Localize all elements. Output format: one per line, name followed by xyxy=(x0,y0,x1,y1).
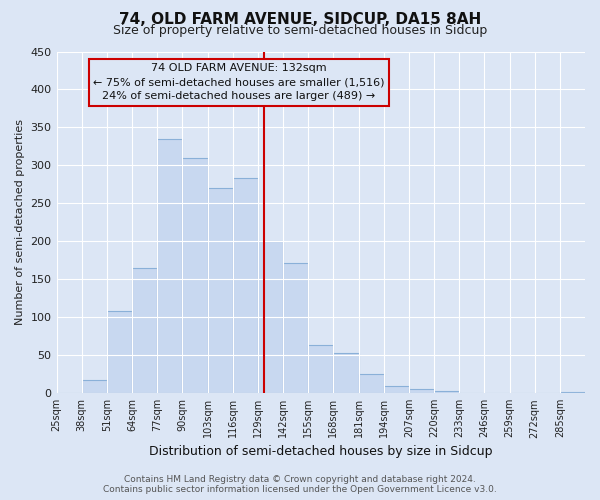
Y-axis label: Number of semi-detached properties: Number of semi-detached properties xyxy=(15,120,25,326)
Bar xyxy=(82,380,107,393)
Bar xyxy=(334,353,359,393)
Bar xyxy=(182,158,208,393)
Bar xyxy=(359,374,383,393)
Bar xyxy=(258,242,283,393)
Bar xyxy=(409,388,434,393)
Text: 74 OLD FARM AVENUE: 132sqm
← 75% of semi-detached houses are smaller (1,516)
24%: 74 OLD FARM AVENUE: 132sqm ← 75% of semi… xyxy=(93,64,385,102)
Bar xyxy=(132,268,157,393)
Bar xyxy=(157,139,182,393)
Text: Contains HM Land Registry data © Crown copyright and database right 2024.
Contai: Contains HM Land Registry data © Crown c… xyxy=(103,474,497,494)
Bar xyxy=(383,386,409,393)
Bar xyxy=(308,346,334,393)
Bar xyxy=(208,188,233,393)
Bar xyxy=(107,311,132,393)
Text: 74, OLD FARM AVENUE, SIDCUP, DA15 8AH: 74, OLD FARM AVENUE, SIDCUP, DA15 8AH xyxy=(119,12,481,28)
Bar xyxy=(233,178,258,393)
Text: Size of property relative to semi-detached houses in Sidcup: Size of property relative to semi-detach… xyxy=(113,24,487,37)
Bar xyxy=(283,262,308,393)
Bar xyxy=(434,391,459,393)
Bar xyxy=(560,392,585,393)
X-axis label: Distribution of semi-detached houses by size in Sidcup: Distribution of semi-detached houses by … xyxy=(149,444,493,458)
